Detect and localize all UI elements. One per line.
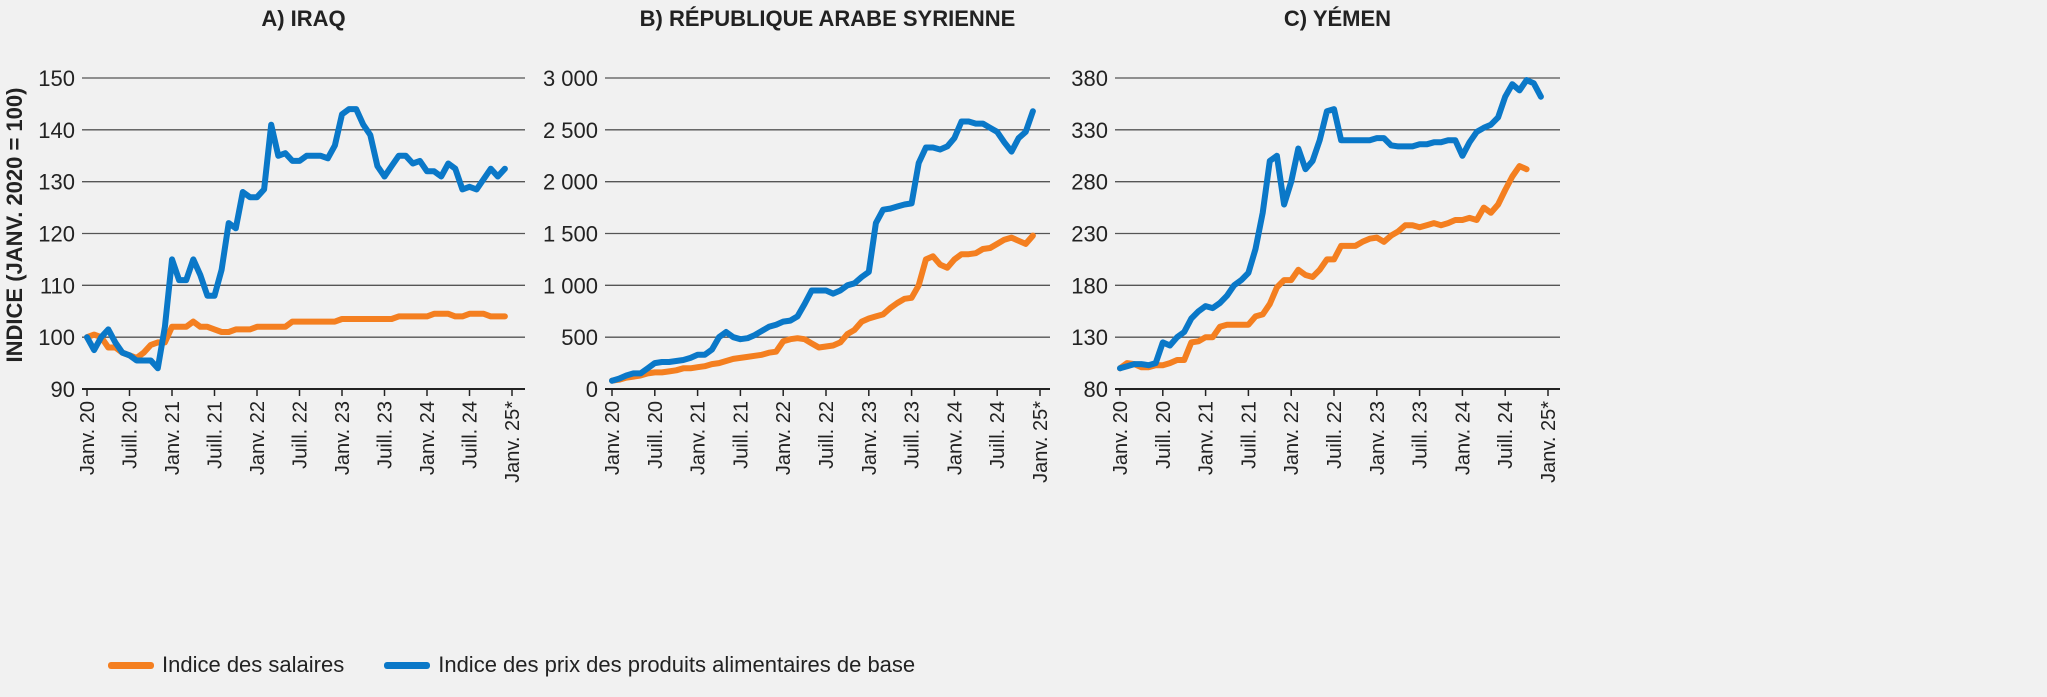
x-tick-label: Juill. 20 — [645, 401, 667, 469]
chart-panel-3: C) YÉMEN 80 130 180 230 280 330 380 Janv. 20 Juil… — [1071, 6, 1560, 483]
legend-item-food: Indice des prix des produits alimentaire… — [384, 652, 915, 678]
x-tick-label: Juill. 23 — [902, 401, 924, 469]
chart-panel-2: B) RÉPUBLIQUE ARABE SYRIENNE 0 500 1 000 1 5… — [543, 6, 1052, 483]
x-tick-label: Juill. 22 — [816, 401, 838, 469]
charts-svg: INDICE (JANV. 2020 = 100) A) IRAQ 90 100 11… — [2, 6, 1560, 483]
legend-swatch-wages — [108, 661, 154, 669]
x-tick-label: Janv. 25* — [1030, 401, 1052, 483]
x-tick-label: Janv. 20 — [1110, 401, 1132, 475]
y-tick-label: 280 — [1071, 170, 1108, 195]
legend-label-food: Indice des prix des produits alimentaire… — [438, 652, 916, 677]
legend-label-wages: Indice des salaires — [162, 652, 345, 677]
y-tick-label: 150 — [38, 66, 75, 91]
x-tick-label: Juill. 22 — [1324, 401, 1346, 469]
x-tick-label: Janv. 24 — [1452, 401, 1474, 475]
y-tick-label: 80 — [1084, 377, 1108, 402]
x-tick-label: Juill. 21 — [205, 401, 227, 469]
y-tick-label: 230 — [1071, 222, 1108, 247]
x-tick-label: Janv. 23 — [332, 401, 354, 475]
y-tick-label: 3 000 — [543, 66, 598, 91]
x-tick-label: Janv. 20 — [602, 401, 624, 475]
series-line-food — [1117, 77, 1544, 372]
y-tick-label: 100 — [38, 325, 75, 350]
x-tick-label: Janv. 21 — [162, 401, 184, 475]
x-tick-label: Janv. 23 — [1367, 401, 1389, 475]
legend-swatch-food — [384, 661, 431, 669]
y-tick-label: 110 — [40, 273, 75, 298]
x-tick-label: Juill. 22 — [290, 401, 312, 469]
legend-item-wages: Indice des salaires — [108, 652, 344, 678]
x-tick-label: Janv. 21 — [1196, 401, 1218, 475]
series-line-food — [609, 108, 1036, 384]
y-tick-label: 140 — [38, 118, 75, 143]
series-line-food — [84, 106, 508, 372]
chart-title: B) RÉPUBLIQUE ARABE SYRIENNE — [640, 6, 1016, 31]
x-tick-label: Juill. 24 — [460, 401, 482, 469]
x-tick-label: Janv. 25* — [502, 401, 524, 483]
x-tick-label: Janv. 22 — [773, 401, 795, 475]
y-tick-label: 130 — [38, 170, 75, 195]
x-tick-label: Janv. 22 — [247, 401, 269, 475]
series-line-wages — [609, 232, 1036, 384]
y-tick-label: 1 500 — [543, 222, 598, 247]
x-tick-label: Juill. 23 — [1410, 401, 1432, 469]
x-tick-label: Janv. 25* — [1538, 401, 1560, 483]
chart-title: C) YÉMEN — [1284, 6, 1391, 31]
x-tick-label: Janv. 20 — [77, 401, 99, 475]
y-tick-label: 0 — [586, 377, 598, 402]
x-tick-label: Janv. 23 — [859, 401, 881, 475]
y-tick-label: 120 — [38, 222, 75, 247]
x-tick-label: Juill. 20 — [1153, 401, 1175, 469]
legend: Indice des salaires Indice des prix des … — [108, 652, 915, 678]
y-tick-label: 500 — [561, 325, 598, 350]
series-line-wages — [84, 310, 508, 361]
x-tick-label: Juill. 21 — [1238, 401, 1260, 469]
x-tick-label: Juill. 24 — [1495, 401, 1517, 469]
x-tick-label: Janv. 21 — [688, 401, 710, 475]
series-line-wages — [1117, 163, 1530, 372]
x-tick-label: Juill. 24 — [987, 401, 1009, 469]
y-tick-label: 180 — [1071, 273, 1108, 298]
chart-panel-1: A) IRAQ 90 100 110 120 130 140 150 Janv. 20 Juill… — [38, 6, 525, 483]
y-tick-label: 2 000 — [543, 170, 598, 195]
x-tick-label: Janv. 22 — [1281, 401, 1303, 475]
y-axis-label: INDICE (JANV. 2020 = 100) — [2, 88, 27, 363]
y-tick-label: 130 — [1071, 325, 1108, 350]
y-tick-label: 90 — [51, 377, 75, 402]
x-tick-label: Janv. 24 — [417, 401, 439, 475]
x-tick-label: Juill. 20 — [120, 401, 142, 469]
x-tick-label: Juill. 23 — [375, 401, 397, 469]
y-tick-label: 380 — [1071, 66, 1108, 91]
x-tick-label: Janv. 24 — [944, 401, 966, 475]
y-tick-label: 330 — [1071, 118, 1108, 143]
x-tick-label: Juill. 21 — [730, 401, 752, 469]
y-tick-label: 2 500 — [543, 118, 598, 143]
chart-title: A) IRAQ — [261, 6, 345, 31]
y-tick-label: 1 000 — [543, 273, 598, 298]
